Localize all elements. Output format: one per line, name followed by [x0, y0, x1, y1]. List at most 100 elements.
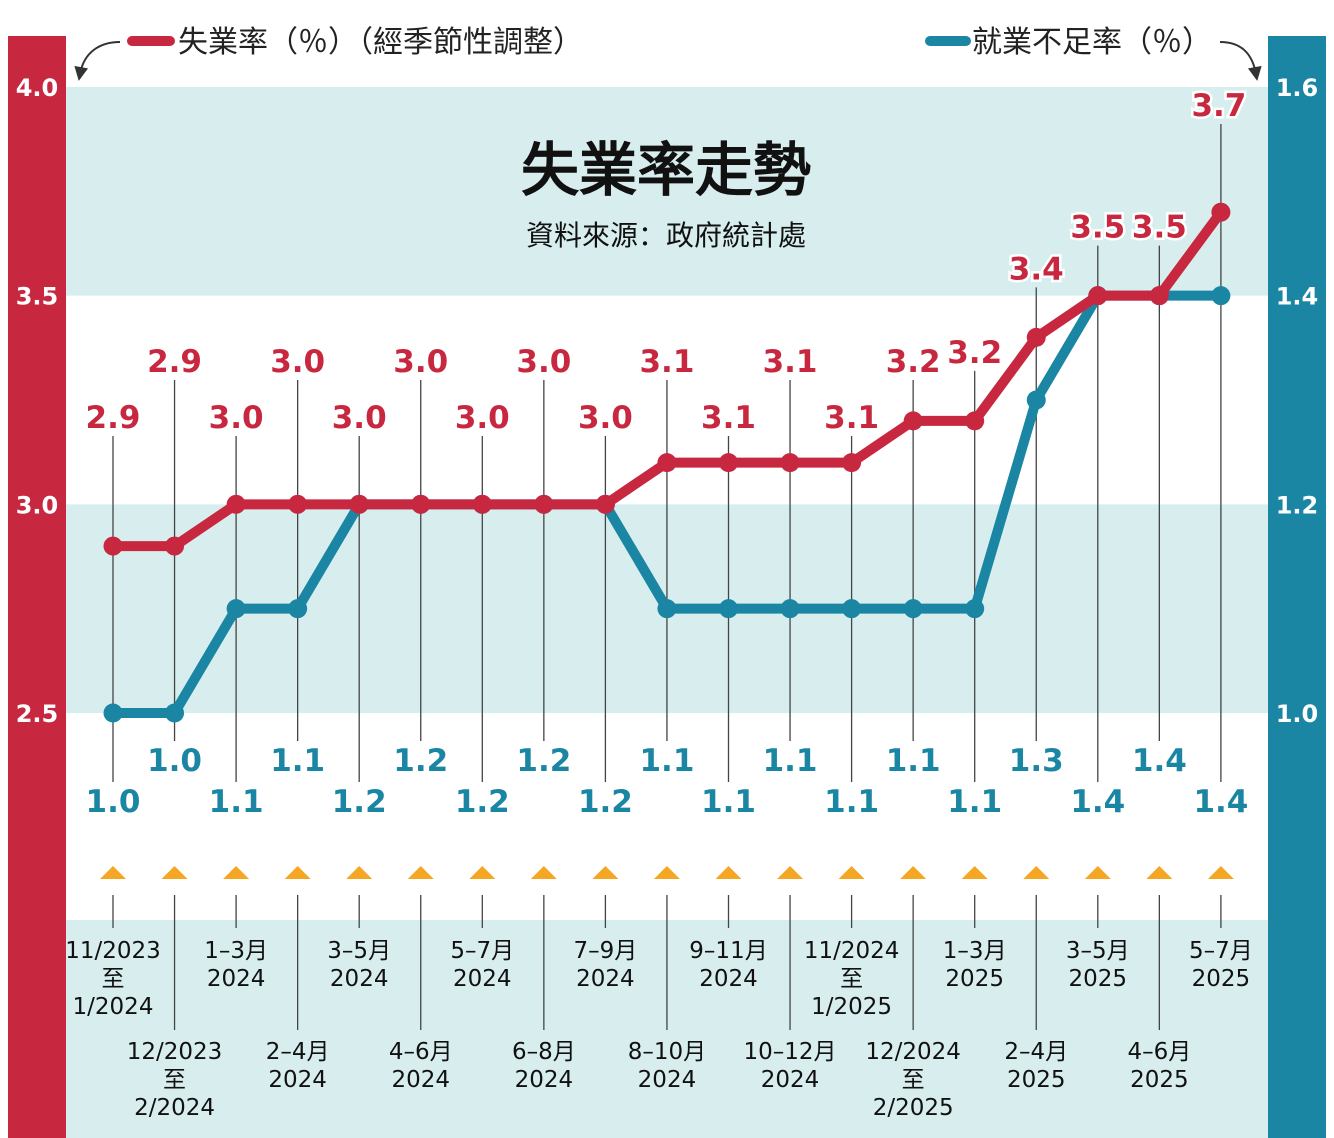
- category-marker-icon: [653, 866, 680, 879]
- category-marker-icon: [223, 866, 250, 879]
- x-tick-label: 2025: [1130, 1067, 1189, 1093]
- x-tick-label: 2024: [268, 1067, 327, 1093]
- underemployment-data-label: 1.1: [947, 784, 1002, 820]
- underemployment-point: [226, 599, 246, 619]
- unemployment-point: [657, 453, 677, 473]
- leader-lines: [112, 124, 1222, 1030]
- x-tick-label: 至: [102, 966, 125, 992]
- x-tick-label: 10–12月: [744, 1039, 837, 1065]
- underemployment-data-label: 1.2: [516, 743, 571, 779]
- underemployment-data-label: 1.4: [1193, 784, 1248, 820]
- underemployment-point: [288, 599, 308, 619]
- chart-title: 失業率走勢: [521, 136, 811, 204]
- underemployment-point: [1026, 390, 1046, 410]
- x-tick-label: 1/2025: [811, 994, 892, 1020]
- x-tick-label: 3–5月: [1066, 938, 1130, 964]
- underemployment-point: [842, 599, 862, 619]
- x-tick-label: 8–10月: [628, 1039, 706, 1065]
- x-tick-label: 5–7月: [1189, 938, 1253, 964]
- underemployment-data-label: 1.0: [86, 784, 141, 820]
- x-tick-label: 2025: [945, 966, 1004, 992]
- x-tick-label: 2025: [1007, 1067, 1066, 1093]
- x-tick-label: 9–11月: [689, 938, 767, 964]
- right-axis-tick: 1.6: [1276, 74, 1319, 102]
- unemployment-point: [1088, 286, 1108, 306]
- x-tick-label: 1–3月: [943, 938, 1007, 964]
- unemployment-point: [780, 453, 800, 473]
- category-marker-icon: [346, 866, 373, 879]
- unemployment-data-label: 3.0: [455, 400, 510, 436]
- x-tick-label: 2024: [576, 966, 635, 992]
- category-marker-icon: [592, 866, 619, 879]
- left-axis-tick: 3.5: [16, 283, 59, 311]
- x-tick-label: 2024: [638, 1067, 697, 1093]
- underemployment-data-label: 1.1: [824, 784, 879, 820]
- x-tick-label: 至: [163, 1067, 186, 1093]
- underemployment-data-label: 1.3: [1009, 743, 1064, 779]
- unemployment-data-label: 3.1: [824, 400, 879, 436]
- x-tick-label: 2024: [391, 1067, 450, 1093]
- x-tick-label: 3–5月: [327, 938, 391, 964]
- category-marker-icon: [961, 866, 988, 879]
- underemployment-data-label: 1.1: [270, 743, 325, 779]
- right-axis-bar: [1268, 36, 1326, 1138]
- legend: 失業率（％）（經季節性調整） 就業不足率（％）: [74, 25, 1262, 81]
- category-marker-icon: [1084, 866, 1111, 879]
- unemployment-point: [349, 494, 369, 514]
- x-tick-label: 4–6月: [389, 1039, 453, 1065]
- x-tick-label: 2024: [699, 966, 758, 992]
- unemployment-data-label: 3.0: [270, 344, 325, 380]
- unemployment-data-label: 3.7: [1191, 88, 1246, 124]
- x-tick-label: 至: [902, 1067, 925, 1093]
- unemployment-data-label: 3.2: [947, 335, 1002, 371]
- category-marker-icon: [777, 866, 804, 879]
- underemployment-data-label: 1.2: [393, 743, 448, 779]
- underemployment-data-label: 1.0: [147, 743, 202, 779]
- x-tick-label: 1/2024: [73, 994, 154, 1020]
- category-marker-icon: [1023, 866, 1050, 879]
- underemployment-data-label: 1.1: [763, 743, 818, 779]
- x-tick-label: 2–4月: [266, 1039, 330, 1065]
- unemployment-point: [965, 411, 985, 431]
- unemployment-data-label: 3.5: [1070, 210, 1125, 246]
- x-tick-label: 12/2024: [865, 1039, 961, 1065]
- unemployment-data-label: 3.1: [701, 400, 756, 436]
- underemployment-point: [165, 703, 185, 723]
- unemployment-data-label: 3.2: [886, 344, 941, 380]
- underemployment-point: [1211, 286, 1231, 306]
- category-marker-icon: [1207, 866, 1234, 879]
- x-tick-label: 2025: [1192, 966, 1251, 992]
- underemployment-data-label: 1.2: [578, 784, 633, 820]
- category-marker-icon: [407, 866, 434, 879]
- left-axis-tick: 3.0: [16, 491, 59, 519]
- legend-arrow-left-icon: [74, 41, 121, 81]
- category-marker-icon: [100, 866, 126, 879]
- unemployment-point: [1211, 202, 1231, 222]
- underemployment-data-label: 1.1: [639, 743, 694, 779]
- underemployment-point: [780, 599, 800, 619]
- category-marker-icon: [838, 866, 865, 879]
- unemployment-point: [719, 453, 738, 473]
- right-axis-tick: 1.0: [1276, 700, 1319, 728]
- x-tick-label: 2024: [515, 1067, 574, 1093]
- x-tick-label: 2–4月: [1004, 1039, 1068, 1065]
- underemployment-data-label: 1.4: [1070, 784, 1125, 820]
- x-tick-label: 2/2024: [134, 1095, 215, 1121]
- unemployment-data-label: 3.5: [1132, 210, 1187, 246]
- unemployment-point: [534, 494, 554, 514]
- unemployment-point: [165, 536, 185, 556]
- x-tick-label: 12/2023: [127, 1039, 223, 1065]
- unemployment-data-label: 3.0: [332, 400, 387, 436]
- underemployment-point: [657, 599, 677, 619]
- x-tick-label: 11/2024: [804, 938, 900, 964]
- unemployment-data-label: 3.4: [1009, 251, 1064, 287]
- unemployment-data-label: 3.1: [639, 344, 694, 380]
- unemployment-data-label: 3.1: [763, 344, 818, 380]
- category-marker-icon: [900, 866, 927, 879]
- axes: 2.5 3.0 3.5 4.0 1.0 1.2 1.4 1.6: [8, 36, 1326, 1138]
- x-tick-label: 2024: [761, 1067, 820, 1093]
- x-tick-label: 2025: [1069, 966, 1128, 992]
- unemployment-point: [472, 494, 492, 514]
- unemployment-point: [226, 494, 246, 514]
